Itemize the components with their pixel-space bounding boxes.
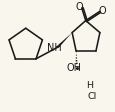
- Text: O: O: [98, 6, 106, 16]
- Text: OH: OH: [66, 62, 81, 72]
- Polygon shape: [56, 33, 72, 49]
- Text: Cl: Cl: [87, 91, 96, 100]
- Text: NH: NH: [47, 42, 61, 52]
- Text: O: O: [75, 2, 82, 12]
- Text: H: H: [85, 80, 92, 89]
